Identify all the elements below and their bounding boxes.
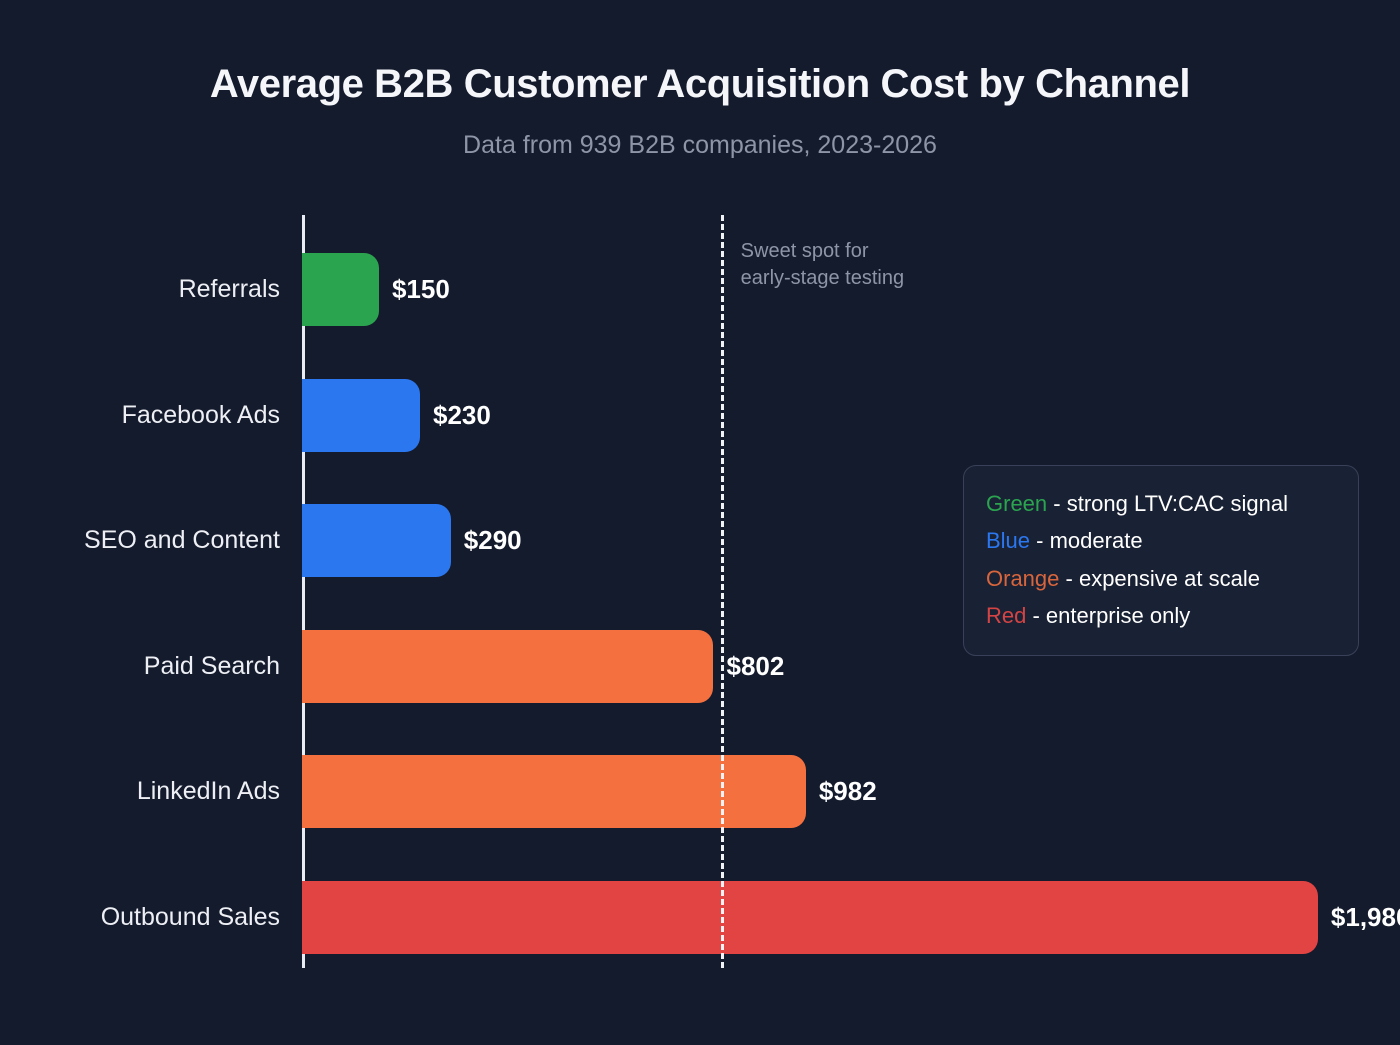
bar[interactable]: [302, 253, 379, 326]
legend-item-key: Red: [986, 603, 1027, 629]
legend-item: Blue - moderate: [986, 522, 1336, 559]
threshold-annotation-line2: early-stage testing: [740, 267, 905, 289]
bar-value-label: $230: [433, 399, 491, 430]
legend-item-description: strong LTV:CAC signal: [1066, 491, 1289, 516]
legend-item-separator: -: [1047, 491, 1067, 516]
legend-item-description: enterprise only: [1045, 603, 1191, 629]
category-label: SEO and Content: [84, 526, 280, 554]
legend-item-description: expensive at scale: [1078, 565, 1260, 591]
bar-value-label: $290: [463, 525, 522, 555]
bar-row: SEO and Content $290: [84, 478, 1400, 604]
bar[interactable]: [302, 629, 714, 703]
chart-subtitle: Data from 939 B2B companies, 2023-2026: [463, 131, 937, 159]
legend-item-key: Green: [986, 491, 1048, 516]
legend-item: Green - strong LTV:CAC signal: [986, 485, 1336, 522]
bar[interactable]: [302, 880, 1318, 954]
legend-item-key: Orange: [986, 565, 1060, 591]
bar-row: Paid Search $802: [144, 604, 1400, 730]
threshold-annotation: Sweet spot for early-stage testing: [741, 238, 904, 292]
threshold-dashed-line: [720, 215, 724, 968]
bar[interactable]: [302, 378, 420, 452]
legend-item: Red - enterprise only: [986, 597, 1336, 634]
legend-item-description: moderate: [1049, 528, 1143, 554]
legend-item-separator: -: [1026, 603, 1046, 629]
bar[interactable]: [302, 504, 451, 577]
legend-item: Orange - expensive at scale: [986, 560, 1336, 597]
plot-area: Referrals $150 Facebook Ads $230 SEO and Con…: [84, 215, 1400, 970]
category-label: Outbound Sales: [100, 902, 280, 931]
category-label: Facebook Ads: [121, 400, 280, 429]
bar-value-label: $802: [726, 650, 785, 681]
category-label: Paid Search: [143, 651, 280, 680]
bar-value-label: $982: [818, 776, 877, 806]
legend: Green - strong LTV:CAC signal Blue - mode…: [963, 465, 1359, 656]
category-label: Referrals: [178, 275, 280, 303]
bar-row: Outbound Sales $1,980: [101, 855, 1400, 981]
chart-title: Average B2B Customer Acquisition Cost by…: [209, 62, 1191, 106]
bar-row: Referrals $150: [179, 227, 1400, 353]
bar-value-label: $150: [391, 274, 450, 304]
y-axis-line: [302, 215, 305, 968]
legend-item-separator: -: [1059, 565, 1079, 591]
legend-item-key: Blue: [986, 528, 1031, 554]
bar-row: LinkedIn Ads $982: [137, 729, 1400, 855]
threshold-annotation-line1: Sweet spot for: [740, 240, 869, 262]
bar-value-label: $1,980: [1330, 901, 1400, 932]
legend-item-separator: -: [1030, 528, 1050, 554]
category-label: LinkedIn Ads: [136, 777, 280, 805]
bar[interactable]: [302, 755, 806, 828]
bar-row: Facebook Ads $230: [122, 353, 1400, 479]
